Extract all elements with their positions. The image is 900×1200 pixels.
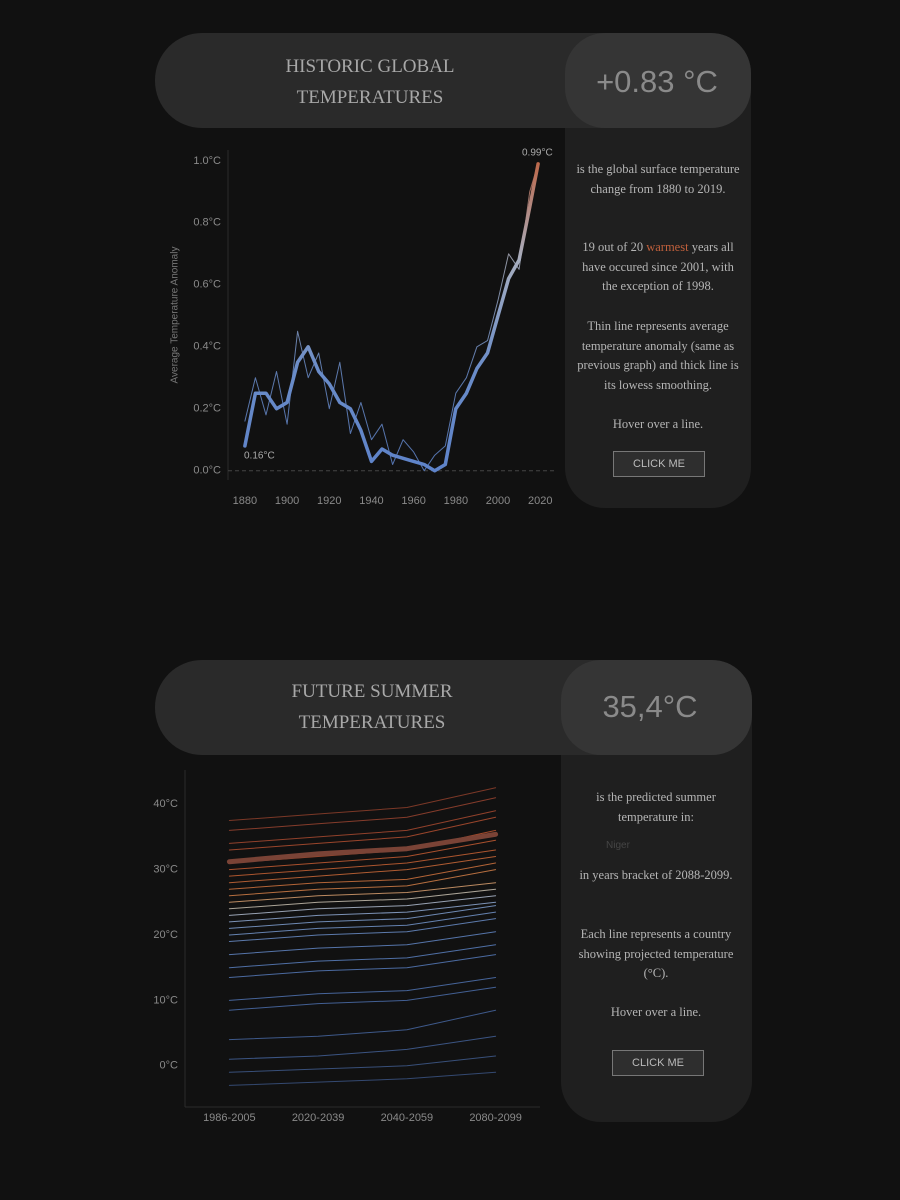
x-tick-label: 2020 [528,495,552,507]
data-line[interactable] [228,944,497,969]
text-run: Hover over a line. [610,1005,702,1019]
data-line[interactable] [228,888,497,910]
data-line[interactable] [244,163,539,472]
data-line[interactable] [228,911,497,936]
data-line[interactable] [228,931,497,956]
data-line[interactable] [228,905,497,929]
panel-text: is the predicted summer temperature in: [572,788,740,827]
side-panel [561,660,752,1122]
data-line[interactable] [228,869,497,897]
text-run: is the global surface temperature change… [576,162,740,196]
panel-text: Hover over a line. [574,415,742,435]
panel-text: Niger [606,836,774,856]
data-line[interactable] [228,1009,497,1041]
text-run: Niger [606,840,630,851]
data-line[interactable] [228,862,497,890]
data-line[interactable] [228,787,497,821]
x-tick-label: 2080-2099 [469,1112,522,1124]
text-run: is the predicted summer temperature in: [596,790,716,824]
data-line[interactable] [228,1071,497,1086]
text-run: Thin line represents average temperature… [577,319,739,392]
data-line[interactable] [228,849,497,877]
y-tick-label: 0.6°C [193,279,221,291]
data-line[interactable] [228,810,497,844]
text-run: 19 out of 20 [582,240,647,254]
data-line[interactable] [228,1035,497,1060]
button[interactable]: CLICK ME [613,451,705,477]
data-line[interactable] [228,1055,497,1073]
data-line[interactable] [228,977,497,1001]
x-tick-label: 1980 [444,495,468,507]
data-line[interactable] [228,797,497,831]
data-line[interactable] [228,918,497,942]
panel-text: in years bracket of 2088-2099. [572,866,740,886]
y-axis-label: Average Temperature Anomaly [170,247,181,384]
text-run: warmest [646,240,689,254]
panel-text: is the global surface temperature change… [574,160,742,199]
big-value: +0.83 °C [596,64,718,99]
y-tick-label: 40°C [153,798,178,810]
y-tick-label: 10°C [153,994,178,1006]
panel-text: Thin line represents average temperature… [574,317,742,395]
data-line[interactable] [228,895,497,916]
data-line[interactable] [228,856,497,884]
x-tick-label: 1940 [359,495,383,507]
data-line[interactable] [228,816,497,851]
y-tick-label: 1.0°C [193,155,221,167]
panel-text: 19 out of 20 warmest years all have occu… [574,238,742,297]
data-line[interactable] [228,986,497,1011]
x-tick-label: 1900 [275,495,299,507]
y-tick-label: 0.0°C [193,465,221,477]
x-tick-label: 1960 [401,495,425,507]
panel-text: Hover over a line. [572,1003,740,1023]
big-value: 35,4°C [602,689,698,724]
text-run: years all have occured since 2001, with … [582,240,734,293]
data-line[interactable] [243,162,540,473]
annotation: 0.99°C [522,148,553,159]
x-tick-label: 1880 [233,495,257,507]
data-line[interactable] [228,954,497,978]
y-tick-label: 20°C [153,929,178,941]
value-pill [565,33,751,128]
y-tick-label: 0.8°C [193,217,221,229]
panel-text: Each line represents a country showing p… [572,925,740,984]
x-tick-label: 1986-2005 [203,1112,256,1124]
chart-title: FUTURE SUMMER TEMPERATURES [291,681,453,733]
value-pill [561,660,752,755]
data-line[interactable] [228,901,497,923]
x-tick-label: 1920 [317,495,341,507]
x-tick-label: 2000 [486,495,510,507]
side-panel [565,33,751,508]
chart-title: HISTORIC GLOBAL TEMPERATURES [285,56,455,108]
y-tick-label: 0°C [160,1060,179,1072]
x-tick-label: 2020-2039 [292,1112,345,1124]
x-tick-label: 2040-2059 [381,1112,434,1124]
annotation: 0.16°C [244,451,275,462]
button[interactable]: CLICK ME [612,1050,704,1076]
data-line[interactable] [228,882,497,903]
data-line[interactable] [228,839,497,871]
text-run: Each line represents a country showing p… [578,927,734,980]
data-line[interactable] [226,831,499,865]
y-tick-label: 0.2°C [193,403,221,415]
text-run: in years bracket of 2088-2099. [579,868,733,882]
y-tick-label: 30°C [153,863,178,875]
text-run: Hover over a line. [612,417,704,431]
y-tick-label: 0.4°C [193,341,221,353]
